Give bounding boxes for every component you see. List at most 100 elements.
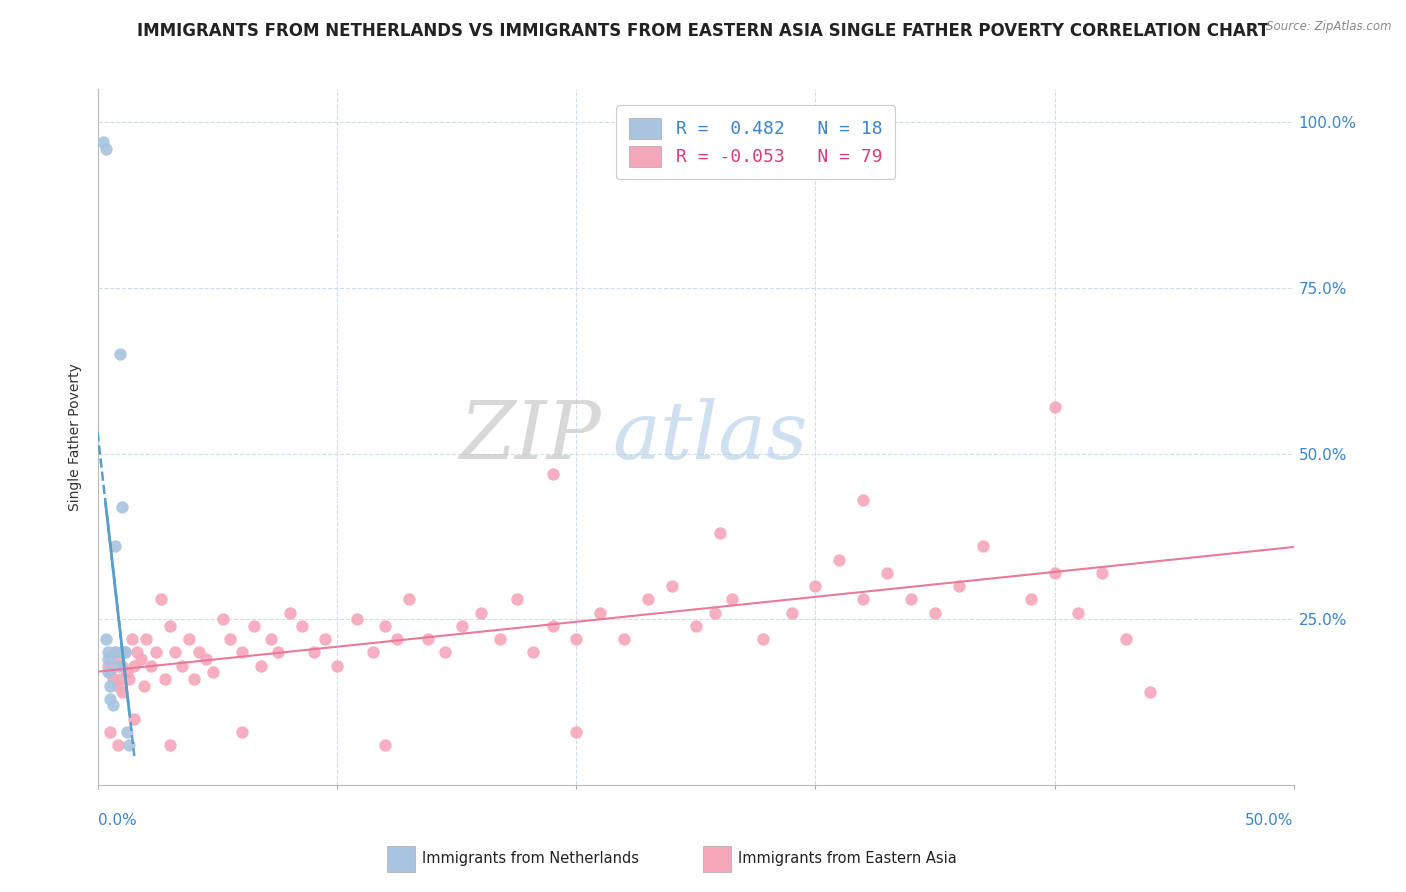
Point [145,645,167,659]
Point [1019,592,1042,607]
Point [111,658,134,673]
Point [315,632,337,647]
Point [94,142,117,156]
Point [107,652,129,666]
Point [709,526,731,541]
Point [131,652,153,666]
Point [489,632,512,647]
Point [125,645,148,659]
Point [1115,632,1137,647]
Point [589,606,612,620]
Point [267,645,290,659]
Point [924,606,946,620]
Point [418,632,440,647]
Point [450,619,472,633]
Text: Immigrants from Eastern Asia: Immigrants from Eastern Asia [738,852,957,866]
Point [900,592,922,607]
Point [385,632,409,647]
Point [118,672,141,686]
Point [250,658,273,673]
Point [155,672,177,686]
Point [104,645,127,659]
Point [108,347,131,361]
Point [118,738,141,752]
Point [1091,566,1114,580]
Point [121,632,143,647]
Point [948,579,970,593]
Point [398,592,420,607]
Point [159,738,181,752]
Point [219,632,242,647]
Point [721,592,744,607]
Point [804,579,827,593]
Point [108,672,131,686]
Point [183,672,205,686]
Text: 50.0%: 50.0% [1246,814,1294,828]
Point [302,645,325,659]
Point [114,645,136,659]
Point [101,698,124,713]
Point [149,592,172,607]
Point [111,500,134,514]
Point [852,493,875,508]
Point [363,645,385,659]
Point [98,679,122,693]
Point [107,658,129,673]
Point [107,738,129,752]
Point [97,652,120,666]
Point [259,632,281,647]
Y-axis label: Single Father Poverty: Single Father Poverty [69,363,83,511]
Point [522,645,544,659]
Point [1043,401,1066,415]
Legend: R =  0.482   N = 18, R = -0.053   N = 79: R = 0.482 N = 18, R = -0.053 N = 79 [616,105,896,179]
Point [139,658,162,673]
Point [326,658,349,673]
Point [124,658,146,673]
Point [202,665,225,680]
Text: ZIP: ZIP [458,399,600,475]
Point [506,592,529,607]
Point [172,658,194,673]
Point [685,619,707,633]
Point [101,672,124,686]
Point [374,738,396,752]
Point [1139,685,1161,699]
Point [346,612,368,626]
Point [661,579,683,593]
Point [114,645,136,659]
Point [211,612,233,626]
Point [231,645,253,659]
Point [231,725,253,739]
Point [565,632,588,647]
Point [541,467,564,481]
Point [98,725,122,739]
Point [291,619,314,633]
Point [124,712,146,726]
Point [972,540,994,554]
Point [637,592,659,607]
Point [828,552,851,566]
Point [704,606,727,620]
Point [98,665,122,680]
Point [104,645,127,659]
Point [541,619,564,633]
Point [243,619,266,633]
Text: IMMIGRANTS FROM NETHERLANDS VS IMMIGRANTS FROM EASTERN ASIA SINGLE FATHER POVERT: IMMIGRANTS FROM NETHERLANDS VS IMMIGRANT… [136,22,1270,40]
Point [135,632,157,647]
Point [97,665,120,680]
Point [94,632,117,647]
Point [194,652,218,666]
Point [1067,606,1090,620]
Point [780,606,803,620]
Point [91,135,114,149]
Point [115,665,138,680]
Text: Source: ZipAtlas.com: Source: ZipAtlas.com [1267,20,1392,33]
Point [111,685,134,699]
Text: Immigrants from Netherlands: Immigrants from Netherlands [422,852,638,866]
Point [132,679,155,693]
Text: 0.0%: 0.0% [98,814,138,828]
Point [97,658,120,673]
Point [876,566,898,580]
Point [433,645,456,659]
Point [107,679,129,693]
